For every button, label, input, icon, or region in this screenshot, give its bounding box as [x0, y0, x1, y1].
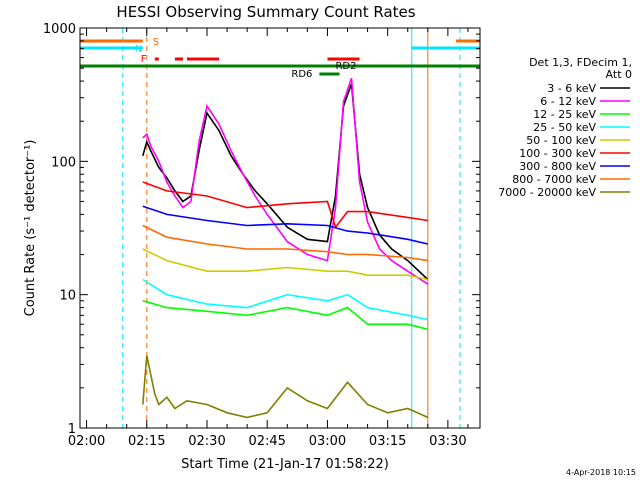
series-line-7	[142, 224, 428, 262]
plot-area	[122, 28, 461, 428]
plot-frame	[79, 27, 481, 429]
flag-bars: SNF RD2 RD6	[80, 37, 480, 80]
flag-label-s: S	[153, 37, 159, 48]
y-tick-label-2: 100	[51, 155, 76, 170]
timestamp: 4-Apr-2018 10:15	[566, 468, 636, 477]
x-tick-label-2: 02:30	[188, 434, 225, 449]
y-tick-label-0: 1	[68, 422, 76, 437]
x-tick-label-1: 02:15	[128, 434, 165, 449]
flag-label-f: F	[141, 54, 147, 65]
x-axis-label: Start Time (21-Jan-17 01:58:22)	[181, 457, 389, 472]
series-line-3	[142, 278, 428, 321]
legend-label-5: 100 - 300 keV	[519, 147, 596, 160]
series-line-4	[142, 248, 428, 281]
y-axis-label: Count Rate (s⁻¹ detector⁻¹)	[23, 140, 38, 317]
series-line-5	[142, 181, 428, 230]
x-tick-label-4: 03:00	[309, 434, 346, 449]
axes: 1 10 100 1000 02:00 02:15 02:30 02:45 03:00 03:15…	[43, 22, 481, 449]
chart-title: HESSI Observing Summary Count Rates	[116, 3, 415, 21]
legend-label-8: 7000 - 20000 keV	[498, 186, 596, 199]
series-line-6	[142, 205, 428, 245]
series-line-2	[142, 300, 428, 331]
legend-label-3: 25 - 50 keV	[533, 121, 596, 134]
flag-label-n: N	[135, 44, 142, 55]
flag-label-rd2: RD2	[335, 61, 356, 72]
legend-label-2: 12 - 25 keV	[533, 108, 596, 121]
y-tick-label-3: 1000	[43, 22, 76, 37]
x-tick-label-3: 02:45	[248, 434, 285, 449]
legend-label-4: 50 - 100 keV	[526, 134, 596, 147]
legend-header-line-1: Det 1,3, FDecim 1,	[529, 56, 632, 69]
legend-label-0: 3 - 6 keV	[547, 82, 596, 95]
legend-label-1: 6 - 12 keV	[540, 95, 596, 108]
legend-header-line-2: Att 0	[606, 68, 632, 81]
x-tick-label-0: 02:00	[68, 434, 105, 449]
x-tick-label-5: 03:15	[369, 434, 406, 449]
x-tick-label-6: 03:30	[429, 434, 466, 449]
series-line-1	[142, 77, 429, 285]
legend-label-7: 800 - 7000 keV	[512, 173, 596, 186]
legend-label-6: 300 - 800 keV	[519, 160, 596, 173]
series-line-0	[142, 83, 429, 281]
series-line-8	[142, 355, 429, 419]
y-tick-label-1: 10	[59, 289, 76, 304]
flag-label-rd6: RD6	[291, 69, 312, 80]
